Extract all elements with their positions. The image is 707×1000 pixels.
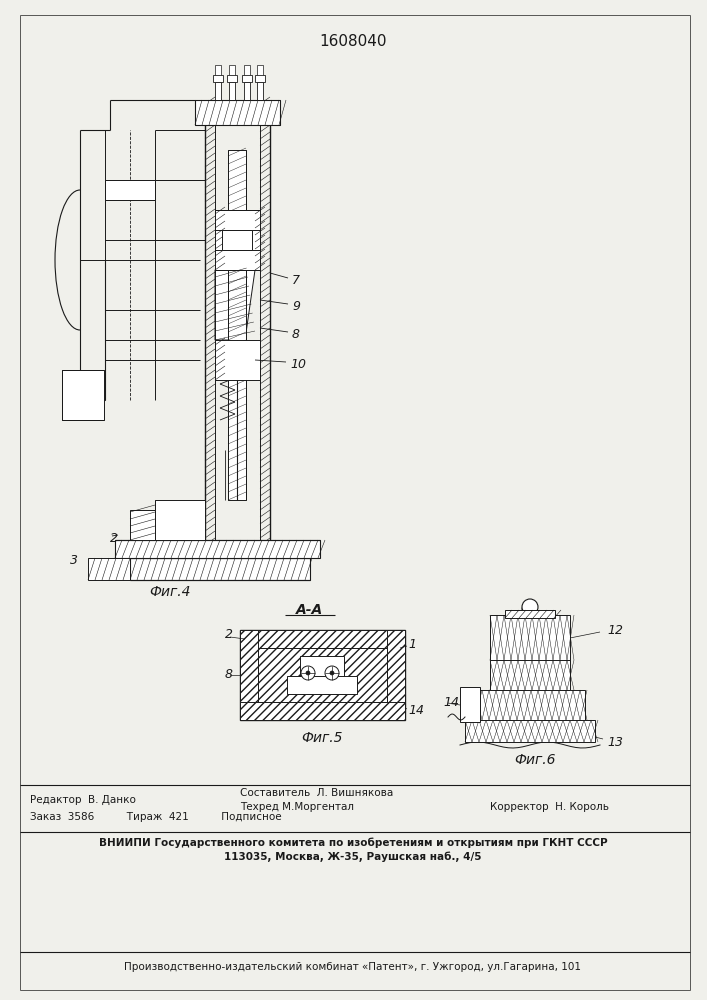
Text: 8: 8 (292, 328, 300, 342)
Bar (229, 82, 235, 100)
Bar (215, 340, 260, 380)
Bar (300, 656, 344, 694)
Bar (105, 180, 155, 200)
Bar (460, 687, 480, 722)
Bar (229, 65, 235, 75)
Bar (240, 702, 405, 720)
Text: А-А: А-А (296, 603, 324, 617)
Text: 12: 12 (607, 624, 623, 637)
Bar (240, 630, 405, 720)
Circle shape (330, 671, 334, 675)
Text: ВНИИПИ Государственного комитета по изобретениям и открытиям при ГКНТ СССР: ВНИИПИ Государственного комитета по изоб… (99, 838, 607, 848)
Text: 7: 7 (292, 273, 300, 286)
Text: 2: 2 (225, 629, 233, 642)
Text: Составитель  Л. Вишнякова: Составитель Л. Вишнякова (240, 788, 393, 798)
Bar (215, 65, 221, 75)
Text: 13: 13 (607, 736, 623, 748)
Text: Фиг.6: Фиг.6 (514, 753, 556, 767)
Bar (244, 82, 250, 100)
Text: 14: 14 (408, 704, 424, 716)
Text: 2: 2 (110, 532, 118, 544)
Bar (242, 75, 252, 82)
Text: Фиг.4: Фиг.4 (149, 585, 191, 599)
Bar (195, 100, 280, 125)
Bar (62, 370, 104, 420)
Bar (130, 510, 155, 540)
Bar (227, 75, 237, 82)
Bar (130, 558, 310, 580)
Bar (155, 500, 205, 540)
Bar (257, 65, 263, 75)
Bar (88, 558, 130, 580)
Text: 1608040: 1608040 (320, 34, 387, 49)
Bar (258, 648, 387, 702)
Bar (244, 65, 250, 75)
Bar (255, 75, 265, 82)
Bar (215, 210, 260, 270)
Text: 9: 9 (292, 300, 300, 314)
Text: Редактор  В. Данко: Редактор В. Данко (30, 795, 136, 805)
Text: Корректор  Н. Король: Корректор Н. Король (490, 802, 609, 812)
Circle shape (301, 666, 315, 680)
Text: Производственно-издательский комбинат «Патент», г. Ужгород, ул.Гагарина, 101: Производственно-издательский комбинат «П… (124, 962, 581, 972)
Text: Техред М.Моргентал: Техред М.Моргентал (240, 802, 354, 812)
Text: 10: 10 (290, 359, 306, 371)
Polygon shape (215, 270, 255, 340)
Bar (115, 540, 320, 558)
Bar (215, 82, 221, 100)
Text: 8: 8 (225, 668, 233, 682)
Text: Заказ  3586          Тираж  421          Подписное: Заказ 3586 Тираж 421 Подписное (30, 812, 281, 822)
Text: 113035, Москва, Ж-35, Раушская наб., 4/5: 113035, Москва, Ж-35, Раушская наб., 4/5 (224, 852, 481, 862)
Bar (222, 230, 252, 250)
Bar (213, 75, 223, 82)
Text: 14: 14 (443, 696, 459, 708)
Bar (240, 630, 405, 648)
Text: Фиг.5: Фиг.5 (301, 731, 343, 745)
Circle shape (325, 666, 339, 680)
Bar (287, 676, 357, 694)
Bar (505, 610, 555, 618)
Bar (475, 690, 585, 720)
Text: 3: 3 (70, 554, 78, 566)
Bar (465, 720, 595, 742)
Text: 1: 1 (408, 639, 416, 652)
Bar (490, 615, 570, 660)
Bar (228, 150, 246, 500)
Circle shape (306, 671, 310, 675)
Bar (257, 82, 263, 100)
Bar (490, 660, 570, 690)
Bar (387, 630, 405, 720)
Bar (240, 630, 258, 720)
Circle shape (522, 599, 538, 615)
